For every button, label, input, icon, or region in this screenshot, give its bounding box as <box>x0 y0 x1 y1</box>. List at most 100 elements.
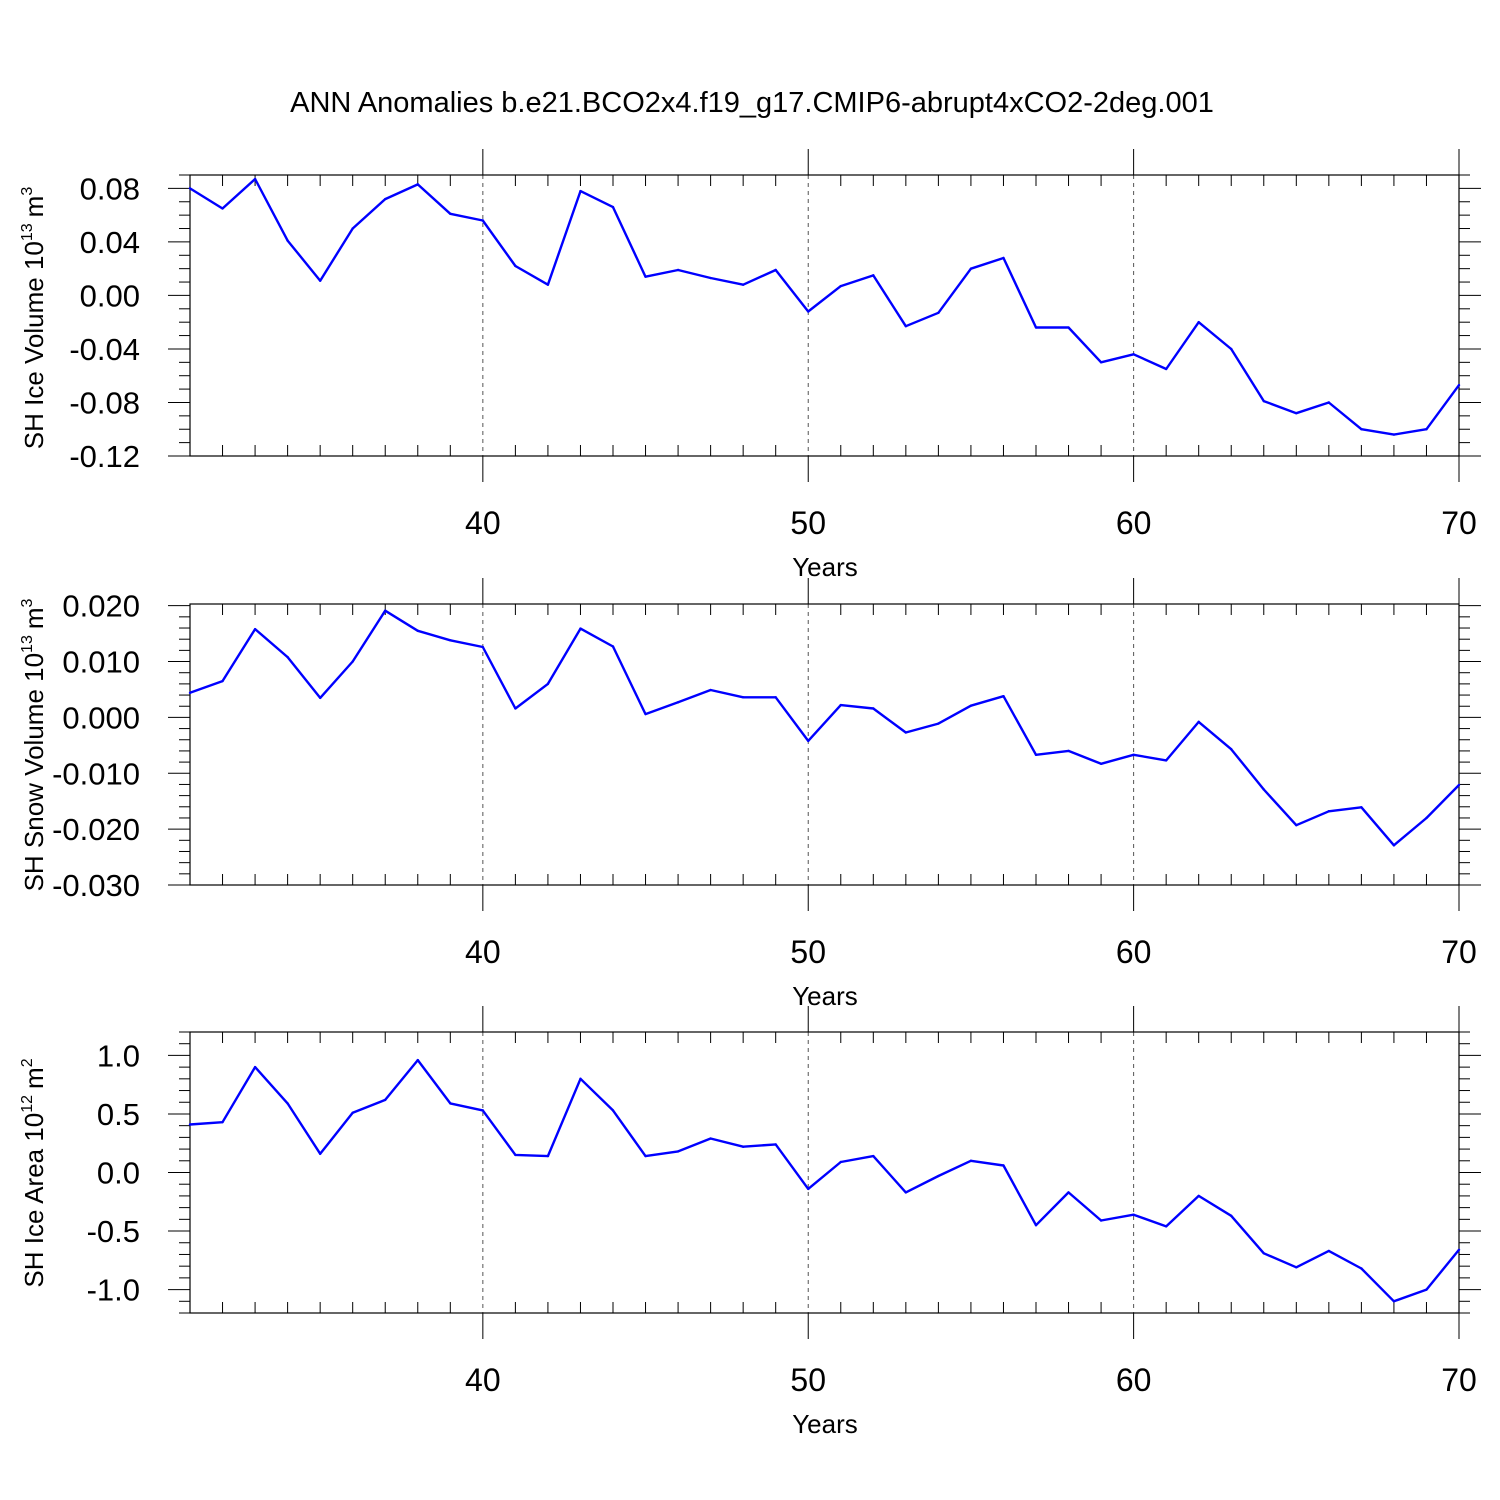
data-point <box>416 629 419 633</box>
data-point <box>286 655 289 659</box>
chart-panel-1: 40 50 60 70 0.08 0.04 0.00 -0.04 -0.08 -0.12 SH Ic… <box>19 149 1481 582</box>
data-point <box>546 682 550 686</box>
plot-frame <box>189 603 1460 886</box>
y-tick-label: -0.5 <box>87 1214 140 1249</box>
data-point <box>807 310 810 313</box>
data-point <box>1002 694 1005 698</box>
data-point <box>709 276 712 280</box>
data-point <box>644 275 647 278</box>
data-point <box>1002 1164 1005 1167</box>
data-point <box>546 283 550 286</box>
y-tick-label: 0.0 <box>97 1156 140 1191</box>
chart-panels: 40 50 60 70 0.08 0.04 0.00 -0.04 -0.08 -0.12 SH Ic… <box>19 149 1481 1439</box>
y-axis-label-unit-exponent: 2 <box>19 1058 36 1067</box>
y-tick-label: 0.000 <box>62 700 140 735</box>
x-tick-label: 40 <box>465 934 501 970</box>
data-point <box>676 701 680 704</box>
y-axis-label-unit: m <box>19 196 49 218</box>
data-point <box>839 284 842 288</box>
data-point <box>709 1137 712 1140</box>
data-point <box>514 707 517 710</box>
x-tick-label: 50 <box>790 934 826 970</box>
data-point <box>384 609 387 612</box>
data-point <box>384 1098 387 1102</box>
y-tick-label: 0.08 <box>80 171 140 206</box>
figure-title: ANN Anomalies b.e21.BCO2x4.f19_g17.CMIP6… <box>290 87 1214 119</box>
data-point <box>969 267 973 270</box>
x-tick-label: 60 <box>1116 505 1152 541</box>
plot-frame <box>189 174 1460 457</box>
x-axis-label: Years <box>792 552 858 582</box>
data-point <box>1067 1191 1070 1194</box>
data-point <box>1034 1223 1038 1227</box>
chart-panel-3: 40 50 60 70 1.0 0.5 0.0 -0.5 -1.0 SH Ice Area 101… <box>19 1006 1481 1439</box>
data-point <box>188 691 192 695</box>
data-point <box>481 219 485 222</box>
x-tick-label: 60 <box>1116 934 1152 970</box>
data-point <box>253 1065 257 1069</box>
data-point <box>1425 816 1428 820</box>
data-point <box>1067 749 1070 753</box>
y-axis-label-text: SH Ice Area 10 <box>19 1113 49 1288</box>
data-point <box>839 1160 842 1164</box>
data-point <box>1099 762 1103 765</box>
data-point <box>253 177 257 181</box>
data-point <box>644 712 647 716</box>
data-point <box>1295 411 1298 415</box>
y-axis-label-exponent: 13 <box>19 635 36 653</box>
data-point <box>188 1123 192 1126</box>
x-axis-label: Years <box>792 981 858 1011</box>
data-point <box>546 1154 550 1158</box>
data-point <box>221 1120 224 1124</box>
plot-frame <box>189 1031 1460 1314</box>
x-axis-label: Years <box>792 1409 858 1439</box>
data-point <box>579 1077 582 1081</box>
data-point <box>1034 326 1038 329</box>
data-point <box>774 696 777 699</box>
x-tick-label: 70 <box>1441 505 1477 541</box>
data-point <box>904 1191 908 1194</box>
data-point <box>904 325 908 328</box>
data-point <box>1360 806 1363 809</box>
data-point <box>709 688 712 692</box>
data-point <box>807 1187 810 1191</box>
y-axis-label-unit: m <box>19 1067 49 1089</box>
data-point <box>286 1102 289 1105</box>
y-tick-label: -0.08 <box>69 385 140 420</box>
data-point <box>1197 720 1200 724</box>
data-point <box>1230 1214 1233 1218</box>
data-point <box>1327 401 1331 404</box>
y-tick-label: 1.0 <box>97 1038 140 1073</box>
data-point <box>1392 1300 1396 1303</box>
y-axis-label-text: SH Ice Volume 10 <box>19 241 49 449</box>
data-point <box>872 274 875 277</box>
data-point <box>481 1109 485 1112</box>
data-point <box>774 1143 777 1146</box>
data-point <box>611 645 615 648</box>
data-point <box>221 679 224 683</box>
data-point <box>1392 433 1396 436</box>
data-point <box>318 696 322 700</box>
data-point <box>676 1150 680 1153</box>
data-point <box>449 639 452 642</box>
data-point <box>1327 810 1331 813</box>
data-point <box>1164 367 1168 371</box>
data-point <box>318 1152 322 1155</box>
data-point <box>1457 783 1461 787</box>
data-point <box>481 645 485 649</box>
x-tick-label: 40 <box>465 1362 501 1398</box>
x-tick-label: 60 <box>1116 1362 1152 1398</box>
data-point <box>807 739 810 743</box>
y-axis-label-unit-exponent: 3 <box>19 187 36 196</box>
data-point <box>1327 1249 1331 1253</box>
data-point <box>514 264 517 268</box>
data-point <box>741 283 745 286</box>
data-point <box>253 627 257 631</box>
data-point <box>904 731 908 734</box>
x-tick-label: 70 <box>1441 1362 1477 1398</box>
y-tick-label: -0.04 <box>69 332 140 367</box>
data-point <box>351 1111 354 1114</box>
data-point <box>839 703 842 707</box>
data-point <box>1295 1266 1298 1269</box>
